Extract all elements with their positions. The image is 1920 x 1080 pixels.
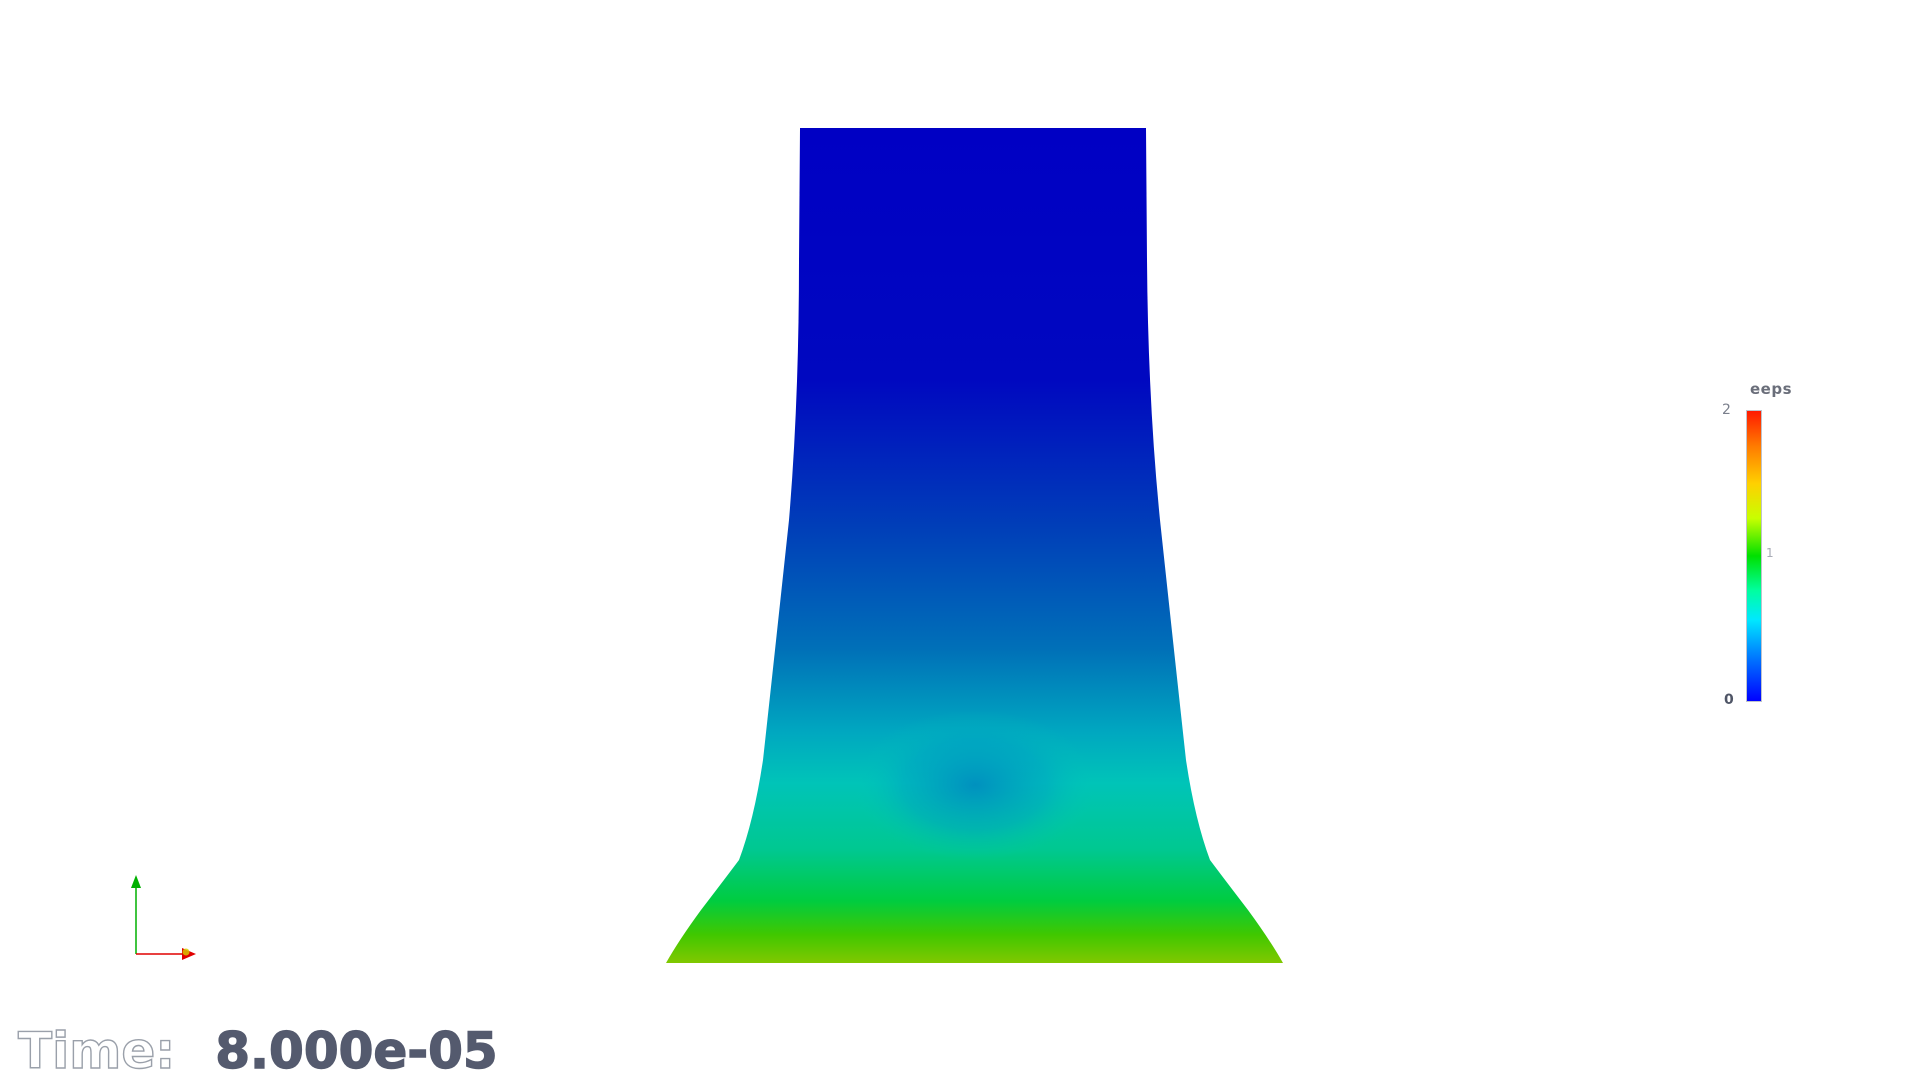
colorbar-mid-label: 1 xyxy=(1766,546,1774,560)
colorbar-min-label: 0 xyxy=(1724,692,1734,708)
axes-orientation-icon xyxy=(120,870,210,960)
z-axis-dot-icon xyxy=(182,948,190,956)
time-annotation: Time: 8.000e-05 xyxy=(17,1021,499,1080)
scalar-colorbar[interactable]: eeps 2 1 0 xyxy=(1700,380,1820,720)
colorbar-ramp xyxy=(1746,410,1762,702)
time-label: Time: xyxy=(17,1021,176,1080)
y-axis-arrow-icon xyxy=(131,875,141,888)
time-value: 8.000e-05 xyxy=(215,1021,499,1080)
colorbar-max-label: 2 xyxy=(1722,402,1731,418)
colorbar-title: eeps xyxy=(1750,380,1793,398)
